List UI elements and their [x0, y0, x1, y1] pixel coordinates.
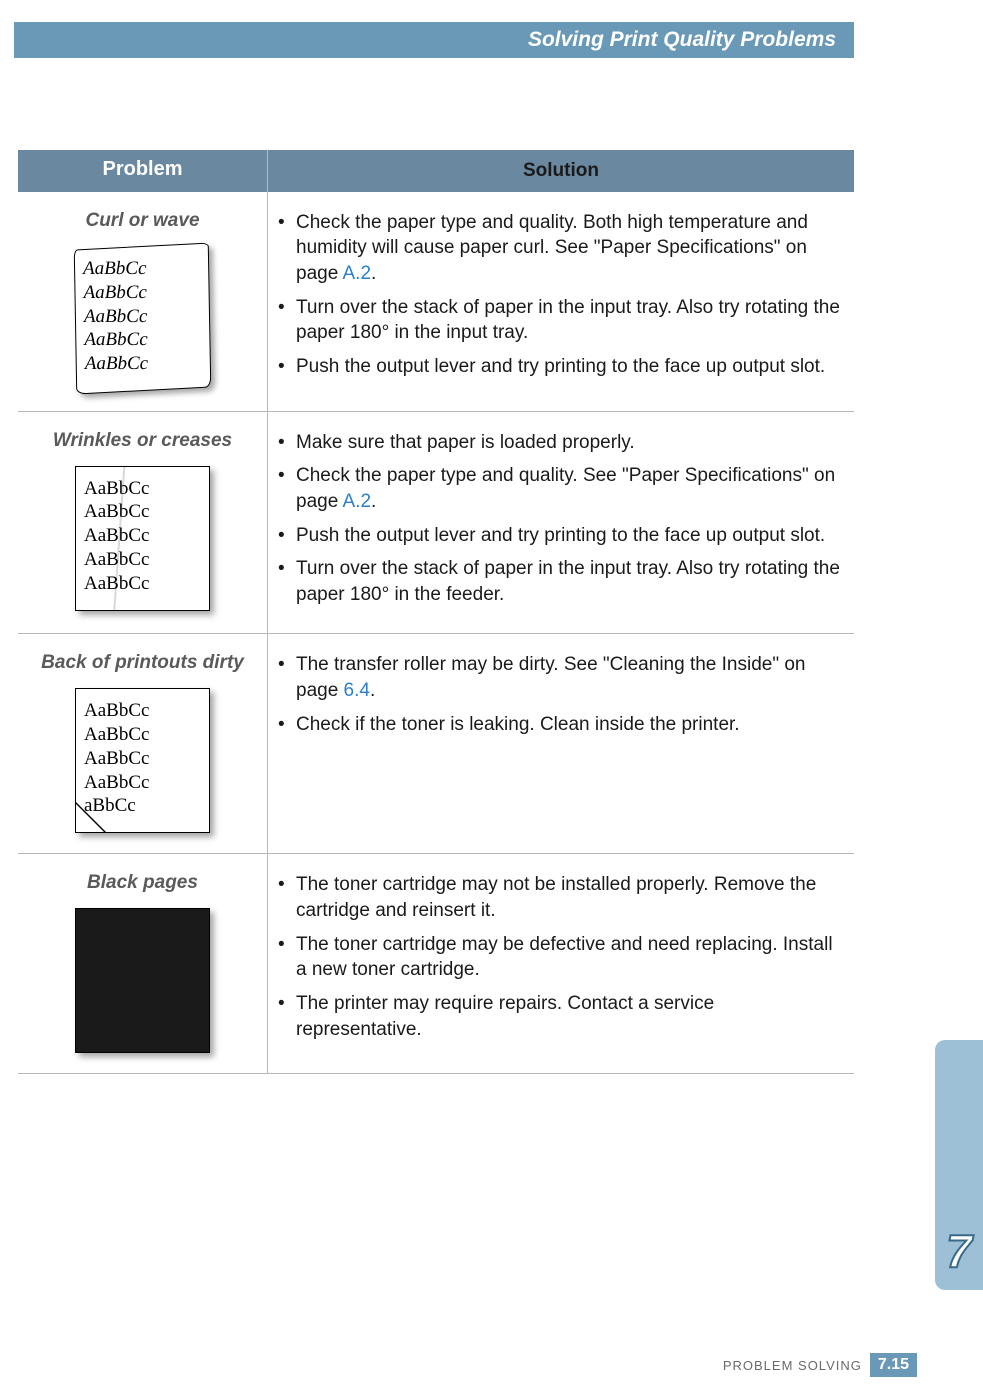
- problem-cell: Black pages: [18, 854, 268, 1073]
- sample-text-line: AaBbCc: [84, 328, 202, 352]
- solution-cell: Check the paper type and quality. Both h…: [268, 192, 854, 411]
- solution-item: The toner cartridge may not be installed…: [278, 872, 840, 923]
- solution-text: Turn over the stack of paper in the inpu…: [296, 297, 840, 344]
- page-reference-link[interactable]: A.2: [343, 491, 372, 512]
- chapter-number: 7: [935, 1224, 983, 1278]
- solution-text: .: [371, 491, 376, 512]
- sample-text-line: AaBbCc: [84, 699, 201, 723]
- table-row: Back of printouts dirtyAaBbCcAaBbCcAaBbC…: [18, 634, 854, 854]
- sample-text-line: AaBbCc: [84, 500, 201, 524]
- problem-title: Curl or wave: [28, 210, 257, 232]
- sample-text-line: AaBbCc: [84, 723, 201, 747]
- solution-text: Push the output lever and try printing t…: [296, 525, 825, 546]
- footer-page-number: 7.15: [870, 1353, 917, 1377]
- sample-illustration: AaBbCcAaBbCcAaBbCcAaBbCcaBbCc: [75, 688, 210, 833]
- table-row: Black pages The toner cartridge may not b…: [18, 854, 854, 1074]
- sample-illustration: AaBbCcAaBbCcAaBbCcAaBbCcAaBbCc: [75, 466, 210, 611]
- sample-text-line: AaBbCc: [83, 280, 201, 304]
- solution-text: .: [371, 263, 376, 284]
- solution-item: Check if the toner is leaking. Clean ins…: [278, 712, 840, 738]
- problem-title: Back of printouts dirty: [28, 652, 257, 674]
- page-reference-link[interactable]: 6.4: [344, 680, 370, 701]
- solution-text: Turn over the stack of paper in the inpu…: [296, 558, 840, 605]
- problem-cell: Wrinkles or creasesAaBbCcAaBbCcAaBbCcAaB…: [18, 412, 268, 634]
- sample-text-line: AaBbCc: [84, 747, 201, 771]
- footer-section-label: PROBLEM SOLVING: [723, 1358, 862, 1373]
- solution-text: Push the output lever and try printing t…: [296, 356, 825, 377]
- solution-item: The transfer roller may be dirty. See "C…: [278, 652, 840, 703]
- section-header: Solving Print Quality Problems: [14, 22, 854, 58]
- page-footer: PROBLEM SOLVING 7.15: [723, 1353, 917, 1377]
- section-title: Solving Print Quality Problems: [528, 28, 836, 51]
- solution-text: The toner cartridge may not be installed…: [296, 874, 816, 921]
- solution-item: Push the output lever and try printing t…: [278, 354, 840, 380]
- solution-cell: Make sure that paper is loaded properly.…: [268, 412, 854, 634]
- solution-item: Make sure that paper is loaded properly.: [278, 430, 840, 456]
- solution-cell: The transfer roller may be dirty. See "C…: [268, 634, 854, 853]
- solution-item: Check the paper type and quality. Both h…: [278, 210, 840, 287]
- solution-cell: The toner cartridge may not be installed…: [268, 854, 854, 1073]
- th-problem: Problem: [18, 150, 268, 192]
- sample-text-line: AaBbCc: [84, 524, 201, 548]
- sample-text-line: AaBbCc: [84, 572, 201, 596]
- solution-text: Check the paper type and quality. See "P…: [296, 465, 835, 512]
- sample-text-line: AaBbCc: [84, 304, 202, 328]
- solution-item: The printer may require repairs. Contact…: [278, 991, 840, 1042]
- sample-text-line: AaBbCc: [84, 548, 201, 572]
- solution-text: Make sure that paper is loaded properly.: [296, 432, 635, 453]
- solution-item: Push the output lever and try printing t…: [278, 523, 840, 549]
- sample-illustration: AaBbCcAaBbCcAaBbCcAaBbCcAaBbCc: [74, 242, 212, 394]
- sample-text-line: AaBbCc: [84, 477, 201, 501]
- table-row: Curl or waveAaBbCcAaBbCcAaBbCcAaBbCcAaBb…: [18, 192, 854, 412]
- problem-title: Wrinkles or creases: [28, 430, 257, 452]
- sample-text-line: AaBbCc: [83, 257, 201, 281]
- solution-item: Turn over the stack of paper in the inpu…: [278, 556, 840, 607]
- sample-text-line: AaBbCc: [84, 771, 201, 795]
- solution-text: The toner cartridge may be defective and…: [296, 934, 833, 981]
- sample-text-line: AaBbCc: [85, 352, 203, 376]
- page-reference-link[interactable]: A.2: [343, 263, 372, 284]
- solution-item: Turn over the stack of paper in the inpu…: [278, 295, 840, 346]
- problem-cell: Back of printouts dirtyAaBbCcAaBbCcAaBbC…: [18, 634, 268, 853]
- table-header-row: Problem Solution: [18, 150, 854, 192]
- chapter-side-tab: 7: [935, 1040, 983, 1290]
- solution-item: Check the paper type and quality. See "P…: [278, 463, 840, 514]
- solution-text: Check if the toner is leaking. Clean ins…: [296, 714, 740, 735]
- solution-text: .: [370, 680, 375, 701]
- th-solution: Solution: [268, 150, 854, 192]
- solution-item: The toner cartridge may be defective and…: [278, 932, 840, 983]
- sample-text-line: aBbCc: [84, 794, 201, 818]
- problem-cell: Curl or waveAaBbCcAaBbCcAaBbCcAaBbCcAaBb…: [18, 192, 268, 411]
- table-row: Wrinkles or creasesAaBbCcAaBbCcAaBbCcAaB…: [18, 412, 854, 635]
- problem-title: Black pages: [28, 872, 257, 894]
- troubleshoot-table: Problem Solution Curl or waveAaBbCcAaBbC…: [18, 150, 854, 1074]
- sample-illustration: [75, 908, 210, 1053]
- solution-text: The printer may require repairs. Contact…: [296, 993, 714, 1040]
